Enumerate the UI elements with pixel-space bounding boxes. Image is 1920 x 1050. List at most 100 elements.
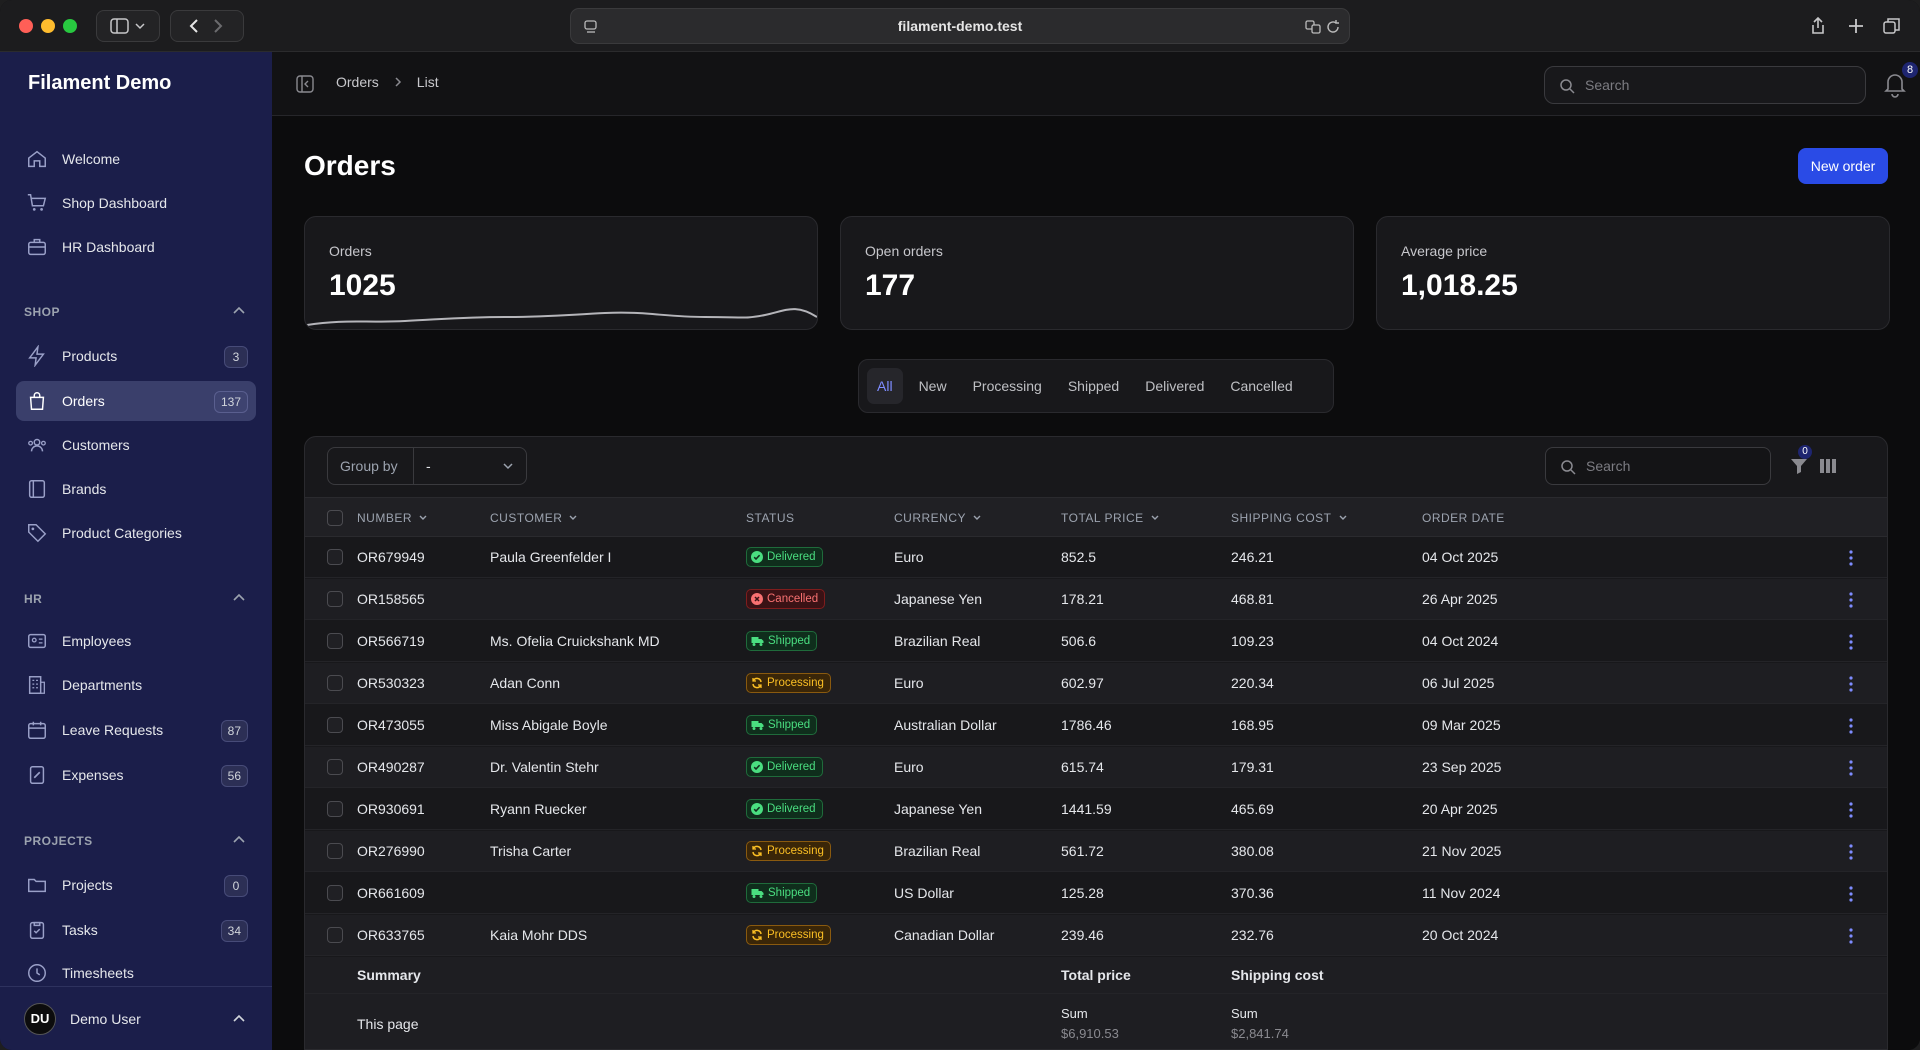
zoom-window-button[interactable]: [63, 19, 77, 33]
sidebar-item-expenses[interactable]: Expenses 56: [16, 755, 256, 795]
bolt-icon: [28, 345, 45, 367]
row-checkbox[interactable]: [327, 801, 343, 817]
row-checkbox[interactable]: [327, 675, 343, 691]
users-icon: [28, 438, 46, 452]
row-checkbox[interactable]: [327, 759, 343, 775]
stat-value: 1,018.25: [1401, 269, 1518, 302]
collapse-sidebar-icon[interactable]: [296, 75, 314, 93]
stat-label: Open orders: [865, 243, 943, 259]
sidebar-item-brands[interactable]: Brands: [16, 469, 256, 509]
row-checkbox[interactable]: [327, 843, 343, 859]
nav-group-projects[interactable]: PROJECTS: [24, 834, 93, 848]
address-bar[interactable]: filament-demo.test: [570, 8, 1350, 44]
filter-icon[interactable]: [1790, 457, 1808, 475]
row-checkbox[interactable]: [327, 549, 343, 565]
row-checkbox[interactable]: [327, 591, 343, 607]
select-all-checkbox[interactable]: [327, 510, 343, 526]
tab-processing[interactable]: Processing: [972, 378, 1042, 394]
table-search-input[interactable]: Search: [1545, 447, 1771, 485]
table-row[interactable]: OR490287 Dr. Valentin Stehr Delivered Euro 6…: [305, 747, 1887, 788]
table-row[interactable]: OR158565 Cancelled Japanese Yen 178.21 468.8…: [305, 579, 1887, 620]
column-header-number[interactable]: NUMBER: [357, 511, 428, 525]
tab-delivered[interactable]: Delivered: [1145, 378, 1205, 394]
table-row[interactable]: OR633765 Kaia Mohr DDS Processing Canadian …: [305, 915, 1887, 956]
sidebar-item-label: Employees: [62, 633, 132, 649]
nav-group-shop[interactable]: SHOP: [24, 305, 61, 319]
sidebar-item-leave-requests[interactable]: Leave Requests 87: [16, 710, 256, 750]
row-actions-icon[interactable]: [1848, 927, 1854, 945]
tab-cancelled[interactable]: Cancelled: [1230, 378, 1293, 394]
building-icon: [28, 676, 45, 694]
table-row[interactable]: OR473055 Miss Abigale Boyle Shipped Austral…: [305, 705, 1887, 746]
row-actions-icon[interactable]: [1848, 591, 1854, 609]
page-settings-icon[interactable]: [583, 19, 599, 35]
close-window-button[interactable]: [19, 19, 33, 33]
table-row[interactable]: OR930691 Ryann Ruecker Delivered Japanese Y…: [305, 789, 1887, 830]
row-actions-icon[interactable]: [1848, 885, 1854, 903]
nav-group-hr[interactable]: HR: [24, 592, 43, 606]
sidebar-item-orders[interactable]: Orders 137: [16, 381, 256, 421]
currency: Euro: [894, 759, 924, 775]
table-row[interactable]: OR661609 Shipped US Dollar 125.28 370.36 11 N…: [305, 873, 1887, 914]
sort-chevron-icon: [569, 515, 577, 520]
row-actions-icon[interactable]: [1848, 759, 1854, 777]
breadcrumb: Orders List: [336, 74, 439, 90]
reload-icon[interactable]: [1325, 19, 1341, 35]
sidebar-item-customers[interactable]: Customers: [16, 425, 256, 465]
chevron-up-icon[interactable]: [232, 304, 246, 318]
row-actions-icon[interactable]: [1848, 801, 1854, 819]
breadcrumb-orders-link[interactable]: Orders: [336, 74, 379, 90]
table-row[interactable]: OR566719 Ms. Ofelia Cruickshank MD Shipped…: [305, 621, 1887, 662]
row-checkbox[interactable]: [327, 927, 343, 943]
new-tab-icon[interactable]: [1846, 16, 1866, 36]
row-checkbox[interactable]: [327, 885, 343, 901]
chevron-up-icon[interactable]: [232, 591, 246, 605]
tab-shipped[interactable]: Shipped: [1067, 378, 1120, 394]
row-actions-icon[interactable]: [1848, 843, 1854, 861]
sidebar-item-departments[interactable]: Departments: [16, 665, 256, 705]
sidebar-item-tasks[interactable]: Tasks 34: [16, 910, 256, 950]
column-header-currency[interactable]: CURRENCY: [894, 511, 982, 525]
tab-all[interactable]: All: [867, 368, 903, 404]
user-menu[interactable]: DU Demo User: [0, 986, 272, 1050]
column-header-total-price[interactable]: TOTAL PRICE: [1061, 511, 1160, 525]
row-actions-icon[interactable]: [1848, 633, 1854, 651]
table-row[interactable]: OR679949 Paula Greenfelder I Delivered Euro…: [305, 537, 1887, 578]
sidebar-item-shop-dashboard[interactable]: Shop Dashboard: [16, 183, 256, 223]
group-by-select[interactable]: Group by -: [327, 447, 527, 485]
order-date: 11 Nov 2024: [1422, 885, 1501, 901]
tab-overview-icon[interactable]: [1882, 16, 1902, 36]
column-header-customer[interactable]: CUSTOMER: [490, 511, 578, 525]
new-order-button[interactable]: New order: [1798, 148, 1888, 184]
row-checkbox[interactable]: [327, 717, 343, 733]
sidebar-item-welcome[interactable]: Welcome: [16, 139, 256, 179]
sidebar-item-hr-dashboard[interactable]: HR Dashboard: [16, 227, 256, 267]
row-actions-icon[interactable]: [1848, 549, 1854, 567]
notifications-bell-icon[interactable]: [1882, 70, 1908, 98]
forward-icon[interactable]: [205, 18, 229, 34]
sidebar-item-label: Welcome: [62, 151, 121, 167]
sidebar-item-employees[interactable]: Employees: [16, 621, 256, 661]
brand-logo[interactable]: Filament Demo: [28, 72, 172, 94]
table-row[interactable]: OR530323 Adan Conn Processing Euro 602.97 220…: [305, 663, 1887, 704]
sidebar-item-products[interactable]: Products 3: [16, 336, 256, 376]
back-icon[interactable]: [185, 18, 205, 34]
sidebar-item-product-categories[interactable]: Product Categories: [16, 513, 256, 553]
columns-icon[interactable]: [1819, 458, 1837, 474]
row-actions-icon[interactable]: [1848, 675, 1854, 693]
shipping-cost: 468.81: [1231, 591, 1274, 607]
sidebar-item-projects[interactable]: Projects 0: [16, 865, 256, 905]
tab-new[interactable]: New: [918, 378, 947, 394]
share-icon[interactable]: [1808, 16, 1828, 36]
column-header-shipping-cost[interactable]: SHIPPING COST: [1231, 511, 1348, 525]
chevron-up-icon[interactable]: [232, 833, 246, 847]
row-actions-icon[interactable]: [1848, 717, 1854, 735]
minimize-window-button[interactable]: [41, 19, 55, 33]
row-checkbox[interactable]: [327, 633, 343, 649]
sidebar-toggle-button[interactable]: [96, 10, 160, 42]
global-search-input[interactable]: Search: [1544, 66, 1866, 104]
translate-icon[interactable]: [1305, 19, 1321, 35]
table-row[interactable]: OR276990 Trisha Carter Processing Brazilian…: [305, 831, 1887, 872]
sidebar-item-timesheets[interactable]: Timesheets: [16, 953, 256, 993]
clipboard-icon: [29, 921, 45, 939]
